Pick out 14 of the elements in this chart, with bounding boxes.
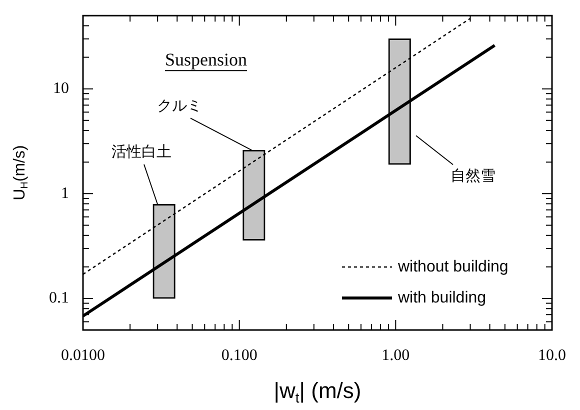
annotation: Suspension [165, 49, 248, 70]
annotation: 自然雪 [450, 168, 496, 185]
x-tick-label: 1.00 [382, 346, 410, 364]
y-axis-title: UH(m/s) [11, 145, 31, 200]
y-tick-label: 0.1 [49, 290, 69, 307]
x-tick-label: 0.0100 [61, 346, 105, 364]
annotation: 活性白土 [112, 144, 172, 161]
y-tick-label: 1 [61, 184, 69, 202]
legend-label: with building [397, 289, 486, 306]
x-tick-label: 0.100 [221, 346, 258, 364]
x-tick-label: 10.0 [538, 346, 566, 364]
y-tick-label: 10 [53, 80, 69, 98]
annotation: クルミ [157, 97, 202, 114]
legend-label: without building [397, 258, 508, 276]
